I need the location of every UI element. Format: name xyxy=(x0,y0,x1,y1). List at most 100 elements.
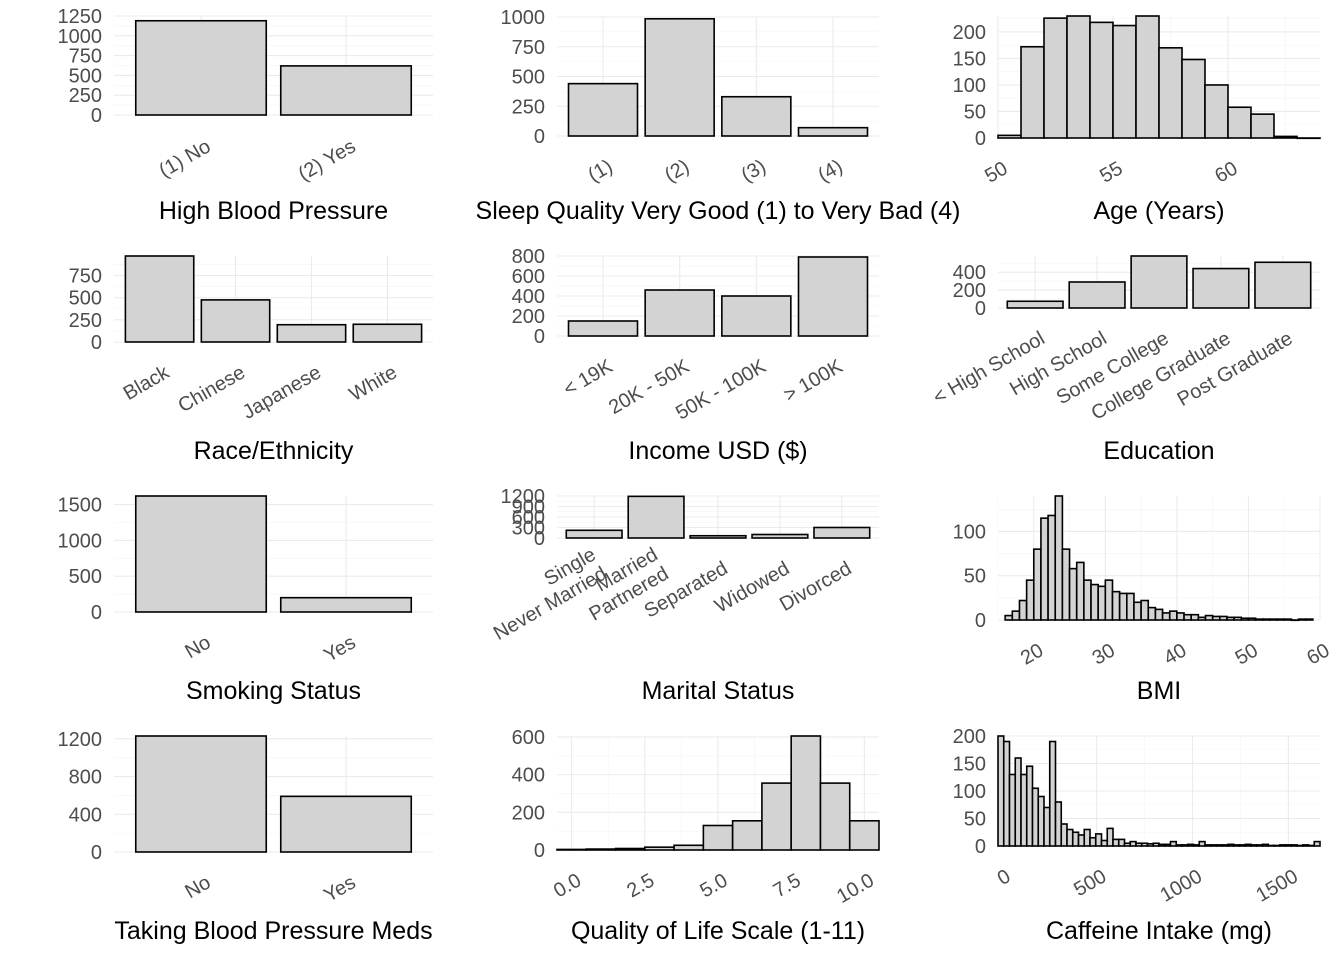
histogram-bin xyxy=(1158,47,1183,139)
y-tick-label: 500 xyxy=(512,67,545,89)
histogram-bin xyxy=(1284,844,1293,847)
bar-100k xyxy=(797,256,869,337)
histogram-bin xyxy=(1020,773,1028,847)
histogram-bin xyxy=(1161,612,1171,621)
histogram-bin xyxy=(1002,740,1011,847)
x-axis-title: Sleep Quality Very Good (1) to Very Bad … xyxy=(476,197,961,225)
histogram-bin xyxy=(997,735,1005,847)
bar-3 xyxy=(721,95,792,137)
histogram-bin xyxy=(1097,585,1107,621)
bar-single-never-married xyxy=(565,529,623,539)
histogram-bin xyxy=(1204,84,1229,139)
histogram-bin xyxy=(673,844,705,851)
histogram-bin xyxy=(1197,616,1207,621)
histogram-bin xyxy=(1276,618,1286,621)
histogram-bin xyxy=(614,847,646,851)
y-tick-label: 400 xyxy=(953,262,986,284)
histogram-bin xyxy=(1140,842,1149,847)
histogram-bin xyxy=(1250,844,1258,847)
histogram-bin xyxy=(1104,579,1114,621)
bar-1 xyxy=(567,82,639,137)
y-tick-label: 600 xyxy=(512,507,545,529)
x-axis-title: Education xyxy=(1103,437,1214,465)
histogram-bin xyxy=(702,824,734,851)
y-tick-label: 600 xyxy=(512,727,545,749)
y-tick-label: 600 xyxy=(512,266,545,288)
histogram-bin xyxy=(1126,592,1135,621)
x-axis-title: BMI xyxy=(1137,677,1181,705)
y-tick-label: 200 xyxy=(512,802,545,824)
histogram-bin xyxy=(1066,15,1091,139)
histogram-bin xyxy=(644,846,675,851)
histogram-bin xyxy=(848,819,880,851)
histogram-bin xyxy=(1181,58,1206,139)
histogram-bin xyxy=(1089,836,1097,847)
histogram-bin xyxy=(1146,842,1155,847)
histogram-bin xyxy=(1233,616,1243,621)
y-tick-label: 0 xyxy=(534,326,545,348)
histogram-bin xyxy=(1278,844,1287,847)
y-tick-label: 100 xyxy=(953,521,986,543)
bar-high-school xyxy=(1068,281,1126,309)
histogram-bin xyxy=(1008,773,1017,847)
histogram-bin xyxy=(1004,614,1014,621)
histogram-bin xyxy=(1192,844,1201,847)
histogram-bin xyxy=(1152,842,1160,847)
y-tick-label: 400 xyxy=(512,286,545,308)
histogram-bin xyxy=(1261,843,1270,847)
bar-yes xyxy=(279,795,413,853)
x-axis-title: Age (Years) xyxy=(1093,197,1224,225)
histogram-bin xyxy=(1211,615,1221,621)
histogram-bin xyxy=(1037,795,1045,847)
x-axis-title: Caffeine Intake (mg) xyxy=(1046,917,1272,945)
histogram-bin xyxy=(1083,828,1091,847)
y-tick-label: 0 xyxy=(534,126,545,148)
histogram-bin xyxy=(761,782,792,851)
y-tick-label: 0 xyxy=(91,332,102,354)
histogram-bin xyxy=(1283,618,1293,621)
bar-some-college xyxy=(1130,255,1188,309)
histogram-bin xyxy=(1025,765,1034,847)
y-tick-label: 150 xyxy=(953,48,986,70)
histogram-bin xyxy=(1186,843,1195,847)
histogram-bin xyxy=(997,134,1022,139)
histogram-bin xyxy=(1240,617,1250,621)
y-tick-label: 250 xyxy=(512,96,545,118)
bar-chinese xyxy=(200,299,271,343)
x-axis-title: Taking Blood Pressure Meds xyxy=(114,917,432,945)
histogram-bin xyxy=(1168,610,1178,621)
y-tick-label: 0 xyxy=(975,298,986,320)
y-tick-label: 0 xyxy=(975,610,986,632)
histogram-bin xyxy=(1244,843,1252,847)
histogram-bin xyxy=(1209,844,1218,847)
y-tick-label: 800 xyxy=(512,246,545,268)
histogram-bin xyxy=(1117,838,1126,847)
histogram-bin xyxy=(1158,843,1166,847)
histogram-bin xyxy=(1083,579,1092,621)
y-tick-label: 250 xyxy=(69,310,102,332)
histogram-bin xyxy=(1014,757,1022,847)
histogram-bin xyxy=(1247,617,1257,621)
bar-1-no xyxy=(134,19,268,116)
y-tick-label: 800 xyxy=(69,767,102,789)
x-axis-title: Income USD ($) xyxy=(628,437,807,465)
histogram-bin xyxy=(1089,21,1114,139)
histogram-bin xyxy=(1204,844,1212,847)
histogram-bin xyxy=(1048,740,1057,847)
y-tick-label: 1500 xyxy=(58,495,103,517)
histogram-bin xyxy=(1018,599,1028,621)
histogram-bin xyxy=(1226,616,1235,621)
y-tick-label: 0 xyxy=(534,840,545,862)
y-tick-label: 1000 xyxy=(58,26,103,48)
histogram-bin xyxy=(1227,843,1235,847)
histogram-bin xyxy=(1238,844,1247,847)
histogram-bin xyxy=(1135,15,1160,139)
y-tick-label: 750 xyxy=(69,266,102,288)
histogram-bin xyxy=(1307,844,1316,847)
bar-no xyxy=(134,495,268,613)
histogram-bin xyxy=(1204,614,1214,621)
histogram-bin xyxy=(1313,840,1321,847)
histogram-bin xyxy=(1176,612,1185,621)
